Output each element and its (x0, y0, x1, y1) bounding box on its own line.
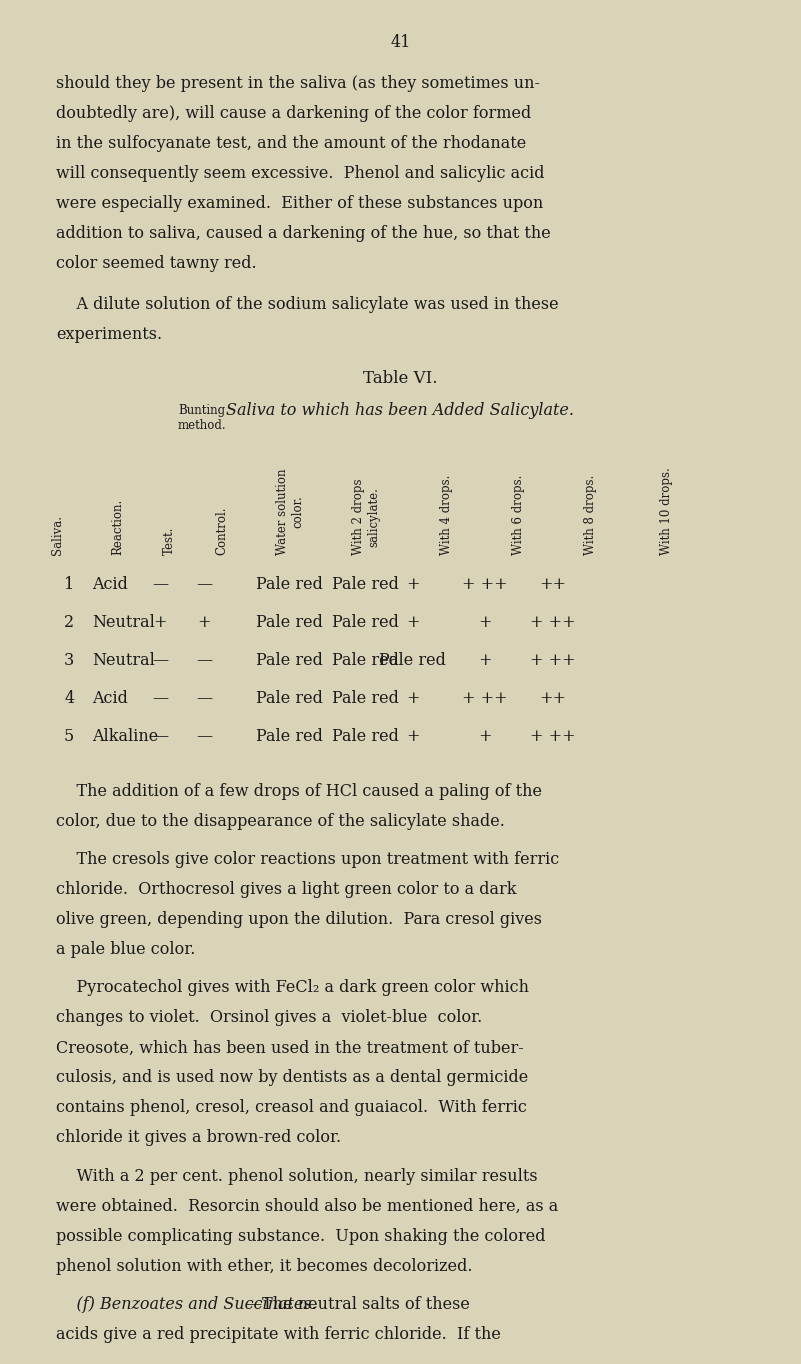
Text: possible complicating substance.  Upon shaking the colored: possible complicating substance. Upon sh… (56, 1228, 545, 1244)
Text: changes to violet.  Orsinol gives a  violet-blue  color.: changes to violet. Orsinol gives a viole… (56, 1009, 482, 1026)
Text: color, due to the disappearance of the salicylate shade.: color, due to the disappearance of the s… (56, 813, 505, 829)
Text: Pale red: Pale red (332, 576, 399, 592)
Text: were obtained.  Resorcin should also be mentioned here, as a: were obtained. Resorcin should also be m… (56, 1198, 558, 1214)
Text: should they be present in the saliva (as they sometimes un-: should they be present in the saliva (as… (56, 75, 540, 91)
Text: Table VI.: Table VI. (363, 370, 438, 386)
Text: Creosote, which has been used in the treatment of tuber-: Creosote, which has been used in the tre… (56, 1039, 524, 1056)
Text: + ++: + ++ (530, 728, 575, 745)
Text: will consequently seem excessive.  Phenol and salicylic acid: will consequently seem excessive. Phenol… (56, 165, 545, 181)
Text: —: — (196, 690, 212, 707)
Text: experiments.: experiments. (56, 326, 162, 342)
Text: phenol solution with ether, it becomes decolorized.: phenol solution with ether, it becomes d… (56, 1258, 473, 1274)
Text: Reaction.: Reaction. (111, 499, 124, 555)
Text: Water solution
color.: Water solution color. (276, 469, 304, 555)
Text: —The neutral salts of these: —The neutral salts of these (247, 1296, 470, 1312)
Text: Pale red: Pale red (256, 690, 323, 707)
Text: —: — (196, 576, 212, 592)
Text: Control.: Control. (215, 506, 228, 555)
Text: 2: 2 (64, 614, 74, 630)
Text: Pale red: Pale red (332, 728, 399, 745)
Text: contains phenol, cresol, creasol and guaiacol.  With ferric: contains phenol, cresol, creasol and gua… (56, 1099, 527, 1116)
Text: + ++: + ++ (462, 576, 507, 592)
Text: in the sulfocyanate test, and the amount of the rhodanate: in the sulfocyanate test, and the amount… (56, 135, 526, 151)
Text: —: — (152, 576, 168, 592)
Text: +: + (198, 614, 211, 630)
Text: Pale red: Pale red (256, 576, 323, 592)
Text: With 4 drops.: With 4 drops. (440, 475, 453, 555)
Text: 5: 5 (64, 728, 74, 745)
Text: With a 2 per cent. phenol solution, nearly similar results: With a 2 per cent. phenol solution, near… (56, 1168, 537, 1184)
Text: +: + (478, 652, 491, 668)
Text: —: — (196, 652, 212, 668)
Text: With 8 drops.: With 8 drops. (584, 475, 597, 555)
Text: A dilute solution of the sodium salicylate was used in these: A dilute solution of the sodium salicyla… (56, 296, 558, 312)
Text: —: — (152, 728, 168, 745)
Text: Pale red: Pale red (332, 690, 399, 707)
Text: Bunting
method.: Bunting method. (178, 404, 227, 432)
Text: addition to saliva, caused a darkening of the hue, so that the: addition to saliva, caused a darkening o… (56, 225, 551, 241)
Text: 3: 3 (64, 652, 74, 668)
Text: chloride.  Orthocresol gives a light green color to a dark: chloride. Orthocresol gives a light gree… (56, 881, 517, 898)
Text: +: + (406, 576, 419, 592)
Text: Pyrocatechol gives with FeCl₂ a dark green color which: Pyrocatechol gives with FeCl₂ a dark gre… (56, 979, 529, 996)
Text: The addition of a few drops of HCl caused a paling of the: The addition of a few drops of HCl cause… (56, 783, 542, 799)
Text: —: — (196, 728, 212, 745)
Text: Pale red: Pale red (256, 652, 323, 668)
Text: acids give a red precipitate with ferric chloride.  If the: acids give a red precipitate with ferric… (56, 1326, 501, 1342)
Text: Saliva.: Saliva. (51, 516, 64, 555)
Text: —: — (152, 652, 168, 668)
Text: +: + (478, 614, 491, 630)
Text: Pale red: Pale red (379, 652, 446, 668)
Text: With 2 drops
salicylate.: With 2 drops salicylate. (352, 479, 380, 555)
Text: + ++: + ++ (530, 614, 575, 630)
Text: +: + (406, 614, 419, 630)
Text: chloride it gives a brown-red color.: chloride it gives a brown-red color. (56, 1129, 341, 1146)
Text: Neutral: Neutral (92, 652, 155, 668)
Text: Pale red: Pale red (332, 614, 399, 630)
Text: Neutral: Neutral (92, 614, 155, 630)
Text: +: + (406, 690, 419, 707)
Text: (f) Benzoates and Succinates.: (f) Benzoates and Succinates. (56, 1296, 317, 1312)
Text: + ++: + ++ (530, 652, 575, 668)
Text: +: + (406, 728, 419, 745)
Text: Acid: Acid (92, 690, 128, 707)
Text: color seemed tawny red.: color seemed tawny red. (56, 255, 256, 271)
Text: culosis, and is used now by dentists as a dental germicide: culosis, and is used now by dentists as … (56, 1069, 529, 1086)
Text: —: — (152, 690, 168, 707)
Text: 41: 41 (390, 34, 411, 50)
Text: + ++: + ++ (462, 690, 507, 707)
Text: ++: ++ (539, 576, 566, 592)
Text: Alkaline: Alkaline (92, 728, 159, 745)
Text: a pale blue color.: a pale blue color. (56, 941, 195, 958)
Text: doubtedly are), will cause a darkening of the color formed: doubtedly are), will cause a darkening o… (56, 105, 531, 121)
Text: With 6 drops.: With 6 drops. (512, 475, 525, 555)
Text: 1: 1 (64, 576, 74, 592)
Text: Test.: Test. (163, 527, 176, 555)
Text: Pale red: Pale red (256, 614, 323, 630)
Text: Pale red: Pale red (256, 728, 323, 745)
Text: +: + (154, 614, 167, 630)
Text: With 10 drops.: With 10 drops. (660, 468, 673, 555)
Text: Acid: Acid (92, 576, 128, 592)
Text: +: + (478, 728, 491, 745)
Text: Saliva to which has been Added Salicylate.: Saliva to which has been Added Salicylat… (227, 402, 574, 419)
Text: The cresols give color reactions upon treatment with ferric: The cresols give color reactions upon tr… (56, 851, 559, 868)
Text: ++: ++ (539, 690, 566, 707)
Text: 4: 4 (64, 690, 74, 707)
Text: olive green, depending upon the dilution.  Para cresol gives: olive green, depending upon the dilution… (56, 911, 542, 928)
Text: Pale red: Pale red (332, 652, 399, 668)
Text: were especially examined.  Either of these substances upon: were especially examined. Either of thes… (56, 195, 543, 211)
